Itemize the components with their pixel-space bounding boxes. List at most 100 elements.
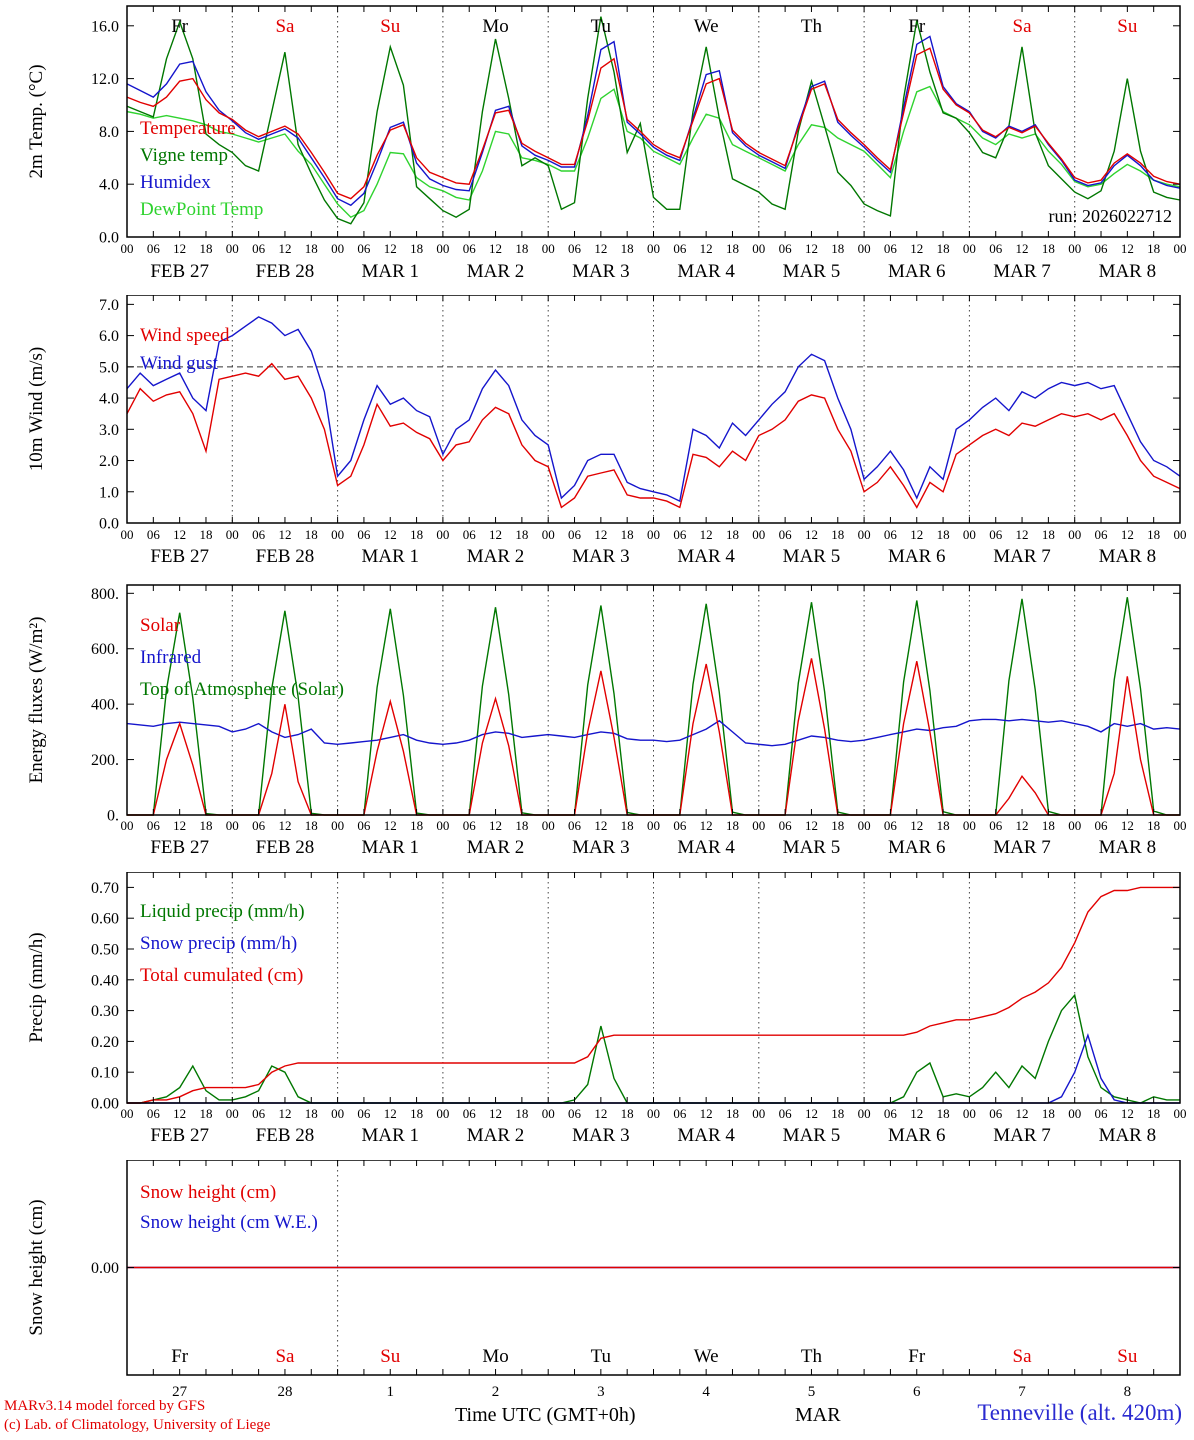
svg-text:12: 12 xyxy=(489,241,502,256)
svg-text:MAR 1: MAR 1 xyxy=(361,1125,419,1146)
svg-text:MAR 2: MAR 2 xyxy=(467,837,525,858)
svg-text:12: 12 xyxy=(700,818,713,833)
svg-text:7: 7 xyxy=(1018,1384,1026,1400)
svg-text:0.30: 0.30 xyxy=(91,1003,119,1020)
svg-text:0.20: 0.20 xyxy=(91,1034,119,1051)
svg-text:MAR 2: MAR 2 xyxy=(467,1125,525,1146)
svg-text:18: 18 xyxy=(937,1106,950,1121)
svg-text:00: 00 xyxy=(331,818,344,833)
svg-text:MAR 1: MAR 1 xyxy=(361,546,419,567)
svg-text:06: 06 xyxy=(779,241,793,256)
svg-text:12.0: 12.0 xyxy=(91,71,119,88)
svg-text:MAR 4: MAR 4 xyxy=(677,546,735,567)
svg-text:12: 12 xyxy=(805,1106,818,1121)
svg-text:12: 12 xyxy=(1121,527,1134,542)
svg-text:We: We xyxy=(694,16,719,37)
svg-text:06: 06 xyxy=(568,241,582,256)
svg-text:4.0: 4.0 xyxy=(99,391,119,408)
svg-text:MAR 6: MAR 6 xyxy=(888,261,946,282)
svg-text:00: 00 xyxy=(436,1106,449,1121)
svg-text:Tu: Tu xyxy=(591,16,612,37)
svg-text:MAR 5: MAR 5 xyxy=(783,261,841,282)
svg-text:06: 06 xyxy=(673,241,687,256)
svg-text:00: 00 xyxy=(226,1106,239,1121)
svg-text:Vigne temp: Vigne temp xyxy=(140,145,228,166)
svg-text:Th: Th xyxy=(801,16,823,37)
svg-text:06: 06 xyxy=(884,818,898,833)
svg-text:12: 12 xyxy=(489,1106,502,1121)
svg-text:00: 00 xyxy=(858,818,871,833)
svg-text:0.0: 0.0 xyxy=(99,230,119,247)
svg-text:00: 00 xyxy=(858,241,871,256)
svg-text:Th: Th xyxy=(801,1346,823,1367)
svg-text:00: 00 xyxy=(752,818,765,833)
svg-text:06: 06 xyxy=(779,1106,793,1121)
energy-panel: 0. 200. 400. 600. 800. 00 06 12 18 00 06 12 18 00 06 12… xyxy=(26,584,1187,858)
svg-text:06: 06 xyxy=(147,241,161,256)
svg-text:Energy fluxes (W/m²): Energy fluxes (W/m²) xyxy=(26,617,47,784)
svg-text:Su: Su xyxy=(1117,16,1138,37)
svg-text:12: 12 xyxy=(910,1106,923,1121)
svg-text:00: 00 xyxy=(1174,818,1187,833)
svg-text:MAR 8: MAR 8 xyxy=(1099,546,1157,567)
svg-text:18: 18 xyxy=(1042,241,1055,256)
svg-text:18: 18 xyxy=(305,1106,318,1121)
svg-text:18: 18 xyxy=(1147,241,1160,256)
svg-text:06: 06 xyxy=(884,1106,898,1121)
svg-text:06: 06 xyxy=(779,818,793,833)
svg-text:6.0: 6.0 xyxy=(99,328,119,345)
svg-text:18: 18 xyxy=(410,818,423,833)
svg-text:06: 06 xyxy=(989,241,1003,256)
svg-text:00: 00 xyxy=(121,241,134,256)
svg-text:00: 00 xyxy=(963,818,976,833)
svg-text:Precip (mm/h): Precip (mm/h) xyxy=(26,932,47,1042)
svg-text:00: 00 xyxy=(1174,241,1187,256)
svg-text:FEB 28: FEB 28 xyxy=(256,546,315,567)
svg-text:18: 18 xyxy=(726,241,739,256)
svg-text:06: 06 xyxy=(147,1106,161,1121)
svg-text:12: 12 xyxy=(1016,1106,1029,1121)
svg-text:00: 00 xyxy=(436,527,449,542)
svg-text:06: 06 xyxy=(673,527,687,542)
svg-text:Su: Su xyxy=(1117,1346,1138,1367)
svg-text:MAR 7: MAR 7 xyxy=(993,261,1051,282)
svg-text:Infrared: Infrared xyxy=(140,647,202,668)
svg-text:0.: 0. xyxy=(107,808,119,825)
svg-text:8: 8 xyxy=(1124,1384,1132,1400)
svg-text:12: 12 xyxy=(173,818,186,833)
svg-text:00: 00 xyxy=(1068,1106,1081,1121)
svg-text:Wind gust: Wind gust xyxy=(140,353,219,374)
svg-text:12: 12 xyxy=(278,241,291,256)
svg-text:00: 00 xyxy=(647,1106,660,1121)
svg-text:Sa: Sa xyxy=(275,16,295,37)
svg-text:06: 06 xyxy=(989,818,1003,833)
svg-text:00: 00 xyxy=(1174,527,1187,542)
svg-text:MAR 5: MAR 5 xyxy=(783,546,841,567)
svg-text:12: 12 xyxy=(1016,241,1029,256)
svg-text:0.60: 0.60 xyxy=(91,911,119,928)
svg-text:06: 06 xyxy=(568,818,582,833)
svg-text:18: 18 xyxy=(1042,527,1055,542)
svg-text:00: 00 xyxy=(226,818,239,833)
svg-text:4.0: 4.0 xyxy=(99,177,119,194)
svg-text:18: 18 xyxy=(937,241,950,256)
svg-text:06: 06 xyxy=(884,527,898,542)
svg-text:06: 06 xyxy=(463,527,477,542)
svg-text:FEB 27: FEB 27 xyxy=(150,837,209,858)
svg-text:06: 06 xyxy=(1095,241,1109,256)
svg-text:MAR 6: MAR 6 xyxy=(888,1125,946,1146)
svg-text:00: 00 xyxy=(542,241,555,256)
svg-text:12: 12 xyxy=(910,527,923,542)
svg-text:12: 12 xyxy=(489,818,502,833)
svg-text:Snow precip (mm/h): Snow precip (mm/h) xyxy=(140,933,297,954)
svg-text:18: 18 xyxy=(831,241,844,256)
svg-text:MAR 2: MAR 2 xyxy=(467,261,525,282)
svg-text:18: 18 xyxy=(1147,527,1160,542)
svg-text:18: 18 xyxy=(621,1106,634,1121)
svg-text:12: 12 xyxy=(1121,1106,1134,1121)
svg-text:Fr: Fr xyxy=(908,16,926,37)
svg-text:00: 00 xyxy=(331,241,344,256)
svg-text:06: 06 xyxy=(989,1106,1003,1121)
svg-text:Snow height (cm W.E.): Snow height (cm W.E.) xyxy=(140,1212,318,1233)
